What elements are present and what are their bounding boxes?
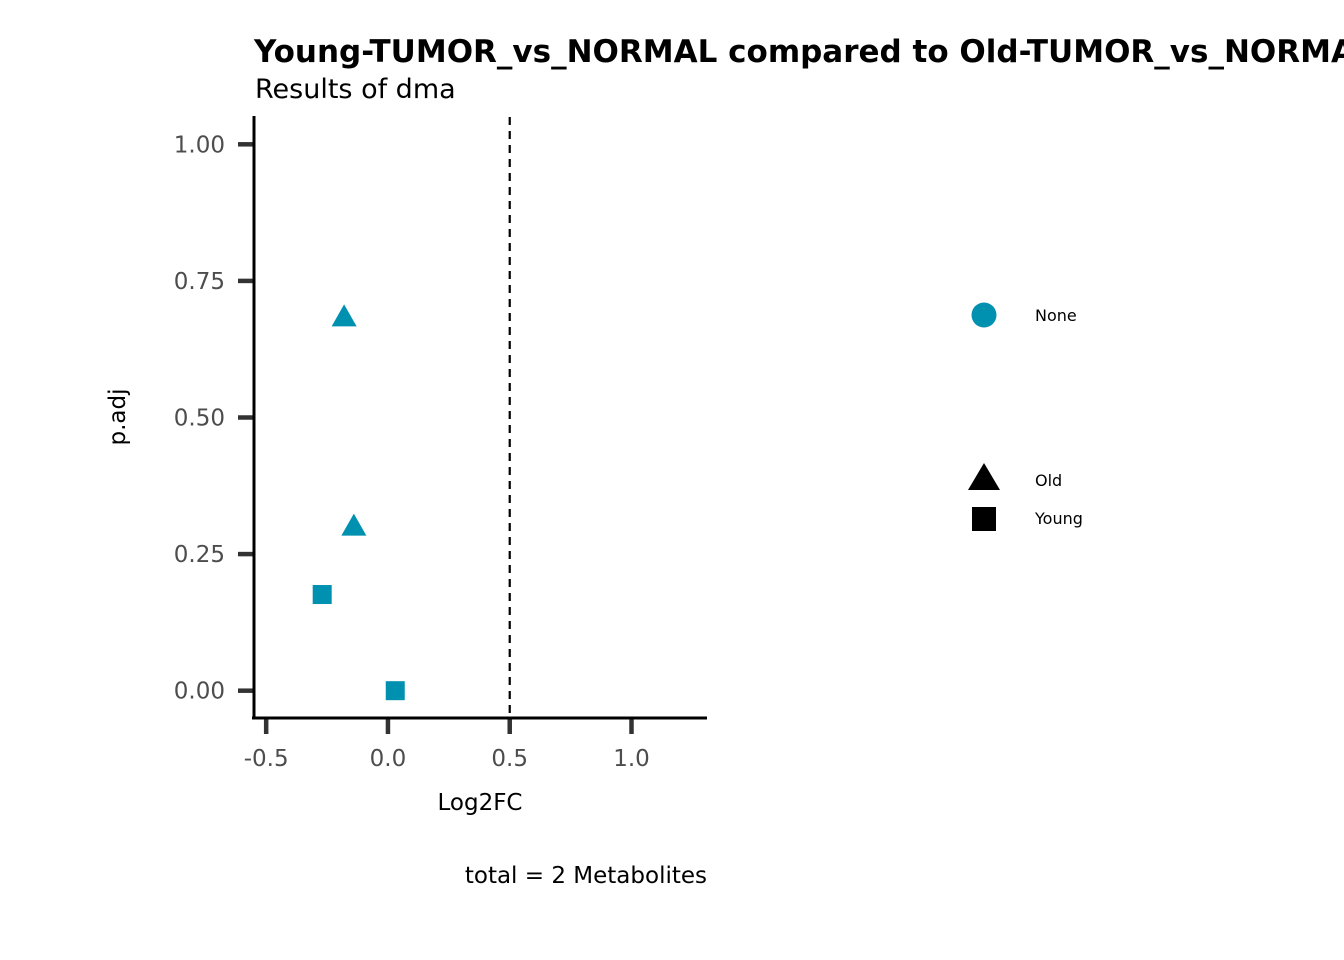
y-tick-label: 0.00	[174, 679, 225, 705]
point-old	[331, 304, 357, 327]
x-tick-label: 0.5	[491, 746, 528, 772]
chart-title: Young-TUMOR_vs_NORMAL compared to Old-TU…	[253, 34, 1344, 70]
point-young	[312, 585, 332, 605]
legend: None Old Young	[968, 302, 1083, 531]
x-axis-title: Log2FC	[437, 790, 522, 816]
y-axis-ticks: 0.00 0.25 0.50 0.75 1.00	[174, 132, 254, 705]
legend-label-old: Old	[1035, 471, 1062, 490]
chart-subtitle: Results of dma	[255, 74, 456, 105]
point-young	[385, 681, 405, 701]
point-old	[341, 513, 367, 536]
legend-triangle-icon	[968, 463, 1000, 490]
legend-square-icon	[972, 507, 996, 531]
x-axis-ticks: -0.5 0.0 0.5 1.0	[244, 718, 650, 772]
x-tick-label: 0.0	[370, 746, 407, 772]
y-tick-label: 0.50	[174, 406, 225, 432]
x-tick-label: -0.5	[244, 746, 289, 772]
data-points	[312, 304, 405, 701]
legend-label-none: None	[1035, 306, 1077, 325]
y-axis-title: p.adj	[105, 389, 131, 446]
y-tick-label: 0.75	[174, 269, 225, 295]
x-tick-label: 1.0	[613, 746, 650, 772]
y-tick-label: 0.25	[174, 542, 225, 568]
legend-label-young: Young	[1034, 509, 1083, 528]
legend-circle-icon	[971, 302, 997, 328]
y-tick-label: 1.00	[174, 132, 225, 158]
caption: total = 2 Metabolites	[465, 863, 707, 889]
